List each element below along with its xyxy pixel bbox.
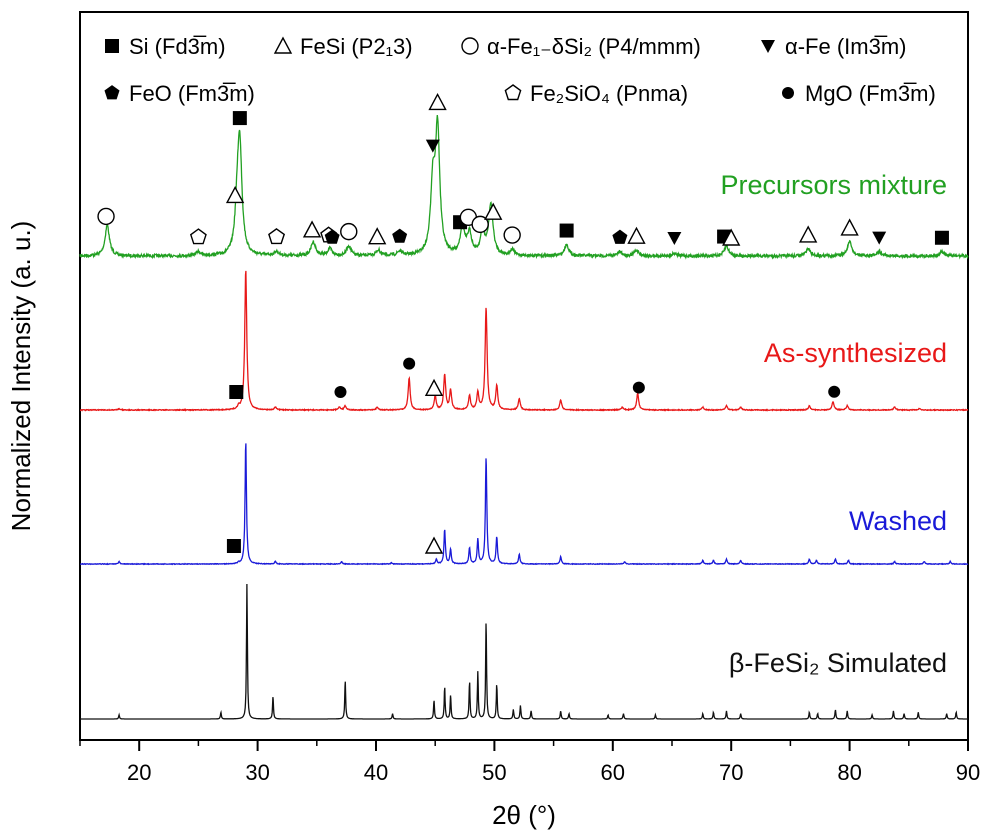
x-tick-label: 30 bbox=[245, 760, 269, 785]
legend-label: α-Fe (Im3̅m) bbox=[785, 34, 906, 59]
legend: Si (Fd3̅m) FeSi (P2₁3) α-Fe₁₋δSi₂ (P4/mmm)… bbox=[104, 34, 936, 106]
marker-filled-pentagon bbox=[104, 85, 120, 100]
marker-open-circle bbox=[471, 215, 489, 234]
marker-filled-square bbox=[105, 39, 119, 53]
series-label-0: Precursors mixture bbox=[720, 170, 947, 200]
marker-open-triangle bbox=[368, 227, 387, 245]
x-axis: 20 30 40 50 60 70 80 90 bbox=[79, 740, 980, 785]
series-label-layer: Precursors mixture As-synthesized Washed β-… bbox=[720, 170, 947, 678]
marker-open-pentagon bbox=[189, 228, 207, 245]
legend-label: FeO (Fm3̅m) bbox=[129, 81, 255, 106]
marker-open-triangle bbox=[627, 226, 646, 244]
series-line-0 bbox=[79, 115, 969, 260]
x-tick-label: 80 bbox=[837, 760, 861, 785]
series-line-3 bbox=[80, 583, 968, 720]
series-label-1: As-synthesized bbox=[764, 338, 947, 368]
legend-label: MgO (Fm3̅m) bbox=[805, 81, 936, 106]
legend-item: Si (Fd3̅m) bbox=[105, 34, 226, 59]
marker-open-circle bbox=[461, 37, 479, 55]
marker-open-circle bbox=[97, 207, 115, 226]
marker-open-triangle bbox=[273, 36, 293, 54]
legend-item: Fe₂SiO₄ (Pnma) bbox=[504, 81, 688, 106]
marker-filled-inverted-triangle bbox=[761, 40, 775, 53]
marker-open-triangle bbox=[424, 378, 444, 396]
marker-open-pentagon bbox=[268, 228, 286, 245]
series-line-1 bbox=[79, 270, 969, 412]
marker-filled-inverted-triangle bbox=[872, 231, 887, 245]
marker-filled-square bbox=[226, 539, 241, 553]
legend-label: α-Fe₁₋δSi₂ (P4/mmm) bbox=[487, 34, 701, 59]
marker-layer bbox=[97, 92, 949, 554]
marker-filled-square bbox=[229, 385, 244, 399]
marker-open-triangle bbox=[484, 202, 503, 220]
marker-filled-circle bbox=[782, 87, 794, 99]
x-tick-label: 20 bbox=[127, 760, 151, 785]
marker-filled-square bbox=[934, 230, 949, 245]
marker-open-triangle bbox=[424, 536, 444, 554]
legend-item: α-Fe (Im3̅m) bbox=[761, 34, 906, 59]
marker-filled-square bbox=[559, 223, 574, 238]
legend-label: Fe₂SiO₄ (Pnma) bbox=[530, 81, 688, 106]
series-label-3: β-FeSi₂ Simulated bbox=[729, 648, 947, 678]
series-line-2 bbox=[80, 443, 969, 566]
marker-filled-pentagon bbox=[392, 228, 408, 243]
marker-filled-circle bbox=[828, 385, 841, 398]
x-tick-label: 70 bbox=[719, 760, 743, 785]
x-tick-label: 50 bbox=[482, 760, 506, 785]
marker-filled-inverted-triangle bbox=[425, 139, 440, 153]
x-tick-label: 90 bbox=[956, 760, 980, 785]
x-axis-title: 2θ (°) bbox=[492, 800, 556, 830]
legend-item: FeO (Fm3̅m) bbox=[104, 81, 255, 106]
marker-filled-square bbox=[232, 111, 247, 126]
marker-filled-circle bbox=[334, 386, 347, 398]
marker-open-triangle bbox=[428, 92, 447, 111]
legend-label: FeSi (P2₁3) bbox=[300, 34, 413, 59]
marker-open-triangle bbox=[225, 185, 245, 204]
marker-open-triangle bbox=[840, 218, 859, 236]
marker-open-triangle bbox=[302, 220, 322, 238]
legend-item: FeSi (P2₁3) bbox=[273, 34, 413, 59]
series-label-2: Washed bbox=[849, 506, 947, 536]
marker-open-triangle bbox=[722, 228, 741, 246]
marker-filled-circle bbox=[632, 381, 645, 394]
marker-filled-circle bbox=[403, 357, 416, 370]
legend-item: α-Fe₁₋δSi₂ (P4/mmm) bbox=[461, 34, 701, 59]
y-axis-title: Normalized Intensity (a. u.) bbox=[6, 221, 36, 532]
marker-open-circle bbox=[503, 226, 521, 244]
legend-item: MgO (Fm3̅m) bbox=[782, 81, 936, 106]
series-layer bbox=[79, 115, 969, 720]
x-tick-label: 60 bbox=[601, 760, 625, 785]
marker-open-circle bbox=[340, 222, 358, 241]
marker-filled-pentagon bbox=[324, 229, 340, 244]
marker-open-pentagon bbox=[504, 84, 522, 101]
marker-filled-pentagon bbox=[612, 229, 628, 244]
x-tick-label: 40 bbox=[364, 760, 388, 785]
marker-filled-inverted-triangle bbox=[667, 232, 682, 245]
marker-open-triangle bbox=[798, 225, 818, 243]
legend-label: Si (Fd3̅m) bbox=[129, 34, 226, 59]
plot-frame bbox=[79, 11, 969, 741]
